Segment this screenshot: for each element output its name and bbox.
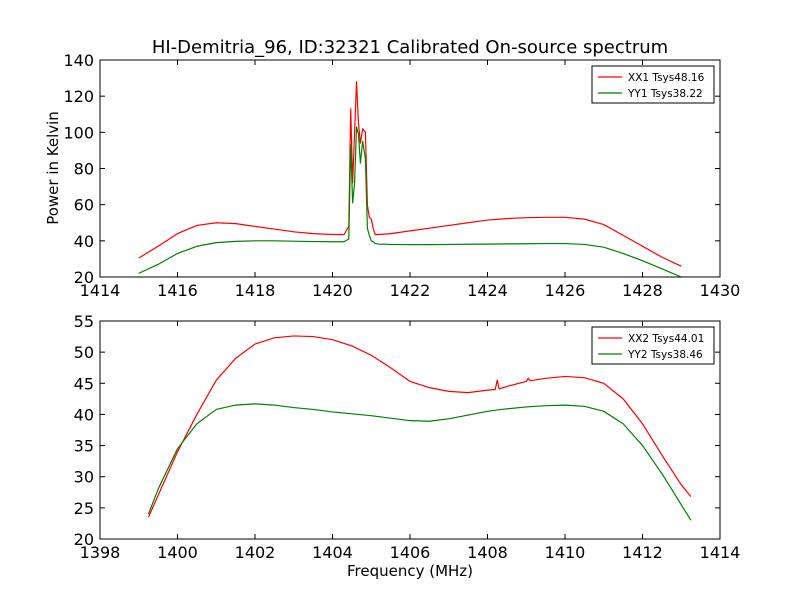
series-line-2-1 [147, 335, 692, 518]
y-tick-label: 120 [63, 87, 94, 106]
x-tick-label: 1414 [80, 281, 121, 300]
x-tick-label: 1410 [545, 543, 586, 562]
chart-title: HI-Demitria_96, ID:32321 Calibrated On-s… [152, 37, 668, 58]
y-tick-label: 40 [74, 405, 94, 424]
x-tick-label: 1402 [235, 543, 276, 562]
x-tick-label: 1406 [390, 543, 431, 562]
y-tick-label: 35 [74, 437, 94, 456]
x-tick-label: 1430 [700, 281, 741, 300]
legend-entry-label: XX2 Tsys44.01 [628, 333, 704, 345]
y-axis-label-top: Power in Kelvin [44, 111, 62, 225]
x-tick-label: 1414 [700, 543, 741, 562]
legend-entry-label: YY1 Tsys38.22 [627, 88, 703, 100]
x-tick-label: 1416 [157, 281, 198, 300]
series-line-1-2 [138, 126, 682, 278]
y-tick-label: 55 [74, 312, 94, 331]
y-tick-label: 20 [74, 268, 94, 287]
x-tick-label: 1408 [467, 543, 508, 562]
x-axis-label-bottom: Frequency (MHz) [347, 562, 473, 580]
x-tick-label: 1412 [622, 543, 663, 562]
series-line-2-2 [147, 403, 692, 521]
x-tick-label: 1420 [312, 281, 353, 300]
x-tick-label: 1424 [467, 281, 508, 300]
y-tick-label: 40 [74, 232, 94, 251]
y-tick-label: 20 [74, 530, 94, 549]
legend-entry-label: XX1 Tsys48.16 [628, 72, 705, 84]
x-tick-label: 1398 [80, 543, 121, 562]
y-tick-label: 60 [74, 196, 94, 215]
y-tick-label: 50 [74, 343, 94, 362]
legend-entry-label: YY2 Tsys38.46 [627, 349, 703, 361]
y-tick-label: 100 [63, 123, 94, 142]
bottom-panel: 1398 1400 1402 1404 1406 1408 1410 1412 1414 20 25… [74, 312, 741, 562]
y-tick-label: 25 [74, 499, 94, 518]
x-tick-label: 1426 [545, 281, 586, 300]
y-tick-label: 30 [74, 468, 94, 487]
legend-box [591, 326, 715, 365]
x-tick-label: 1422 [390, 281, 431, 300]
top-panel: 1414 1416 1418 1420 1422 1424 1426 1428 1430 20 40… [63, 51, 740, 300]
series-line-1-1 [138, 81, 682, 267]
y-tick-label: 140 [63, 51, 94, 70]
x-tick-label: 1418 [235, 281, 276, 300]
x-tick-label: 1400 [157, 543, 198, 562]
legend-box [591, 65, 715, 104]
x-tick-label: 1428 [622, 281, 663, 300]
y-tick-label: 45 [74, 374, 94, 393]
x-tick-label: 1404 [312, 543, 353, 562]
y-tick-label: 80 [74, 160, 94, 179]
